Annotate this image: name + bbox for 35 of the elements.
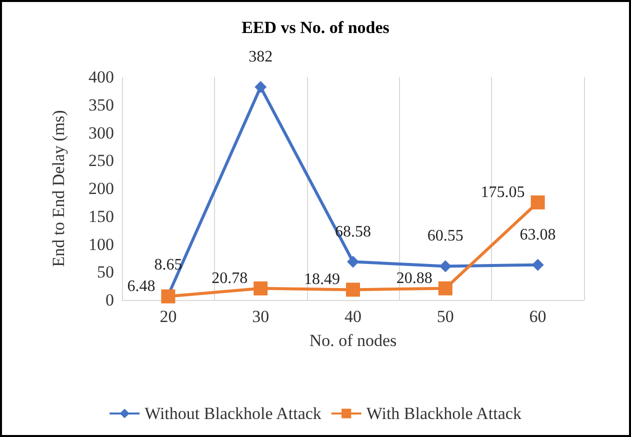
y-tick-label: 0 [106, 290, 114, 310]
point [438, 281, 452, 296]
point [254, 281, 268, 296]
x-tick-label: 30 [252, 307, 270, 326]
data-label: 63.08 [520, 226, 556, 244]
point [346, 282, 360, 297]
y-axis-title: End to End Delay (ms) [49, 110, 68, 267]
legend-label: Without Blackhole Attack [144, 404, 322, 423]
point [439, 260, 452, 272]
data-label: 382 [248, 48, 273, 66]
chart-title: EED vs No. of nodes [242, 18, 390, 37]
y-tick-label: 100 [88, 234, 114, 254]
y-tick-label: 300 [88, 123, 114, 142]
data-label: 18.49 [304, 271, 340, 288]
y-tick-label: 350 [88, 95, 114, 114]
y-tick-label: 250 [88, 151, 114, 170]
x-tick-label: 60 [529, 307, 546, 326]
y-tick-label: 200 [88, 179, 114, 198]
data-label: 60.55 [427, 228, 464, 245]
y-tick-label: 50 [97, 262, 114, 282]
data-label: 175.05 [480, 184, 525, 201]
x-tick-label: 50 [436, 307, 454, 326]
x-tick-label: 40 [344, 307, 362, 326]
y-tick-label: 400 [88, 68, 114, 86]
y-tick-label: 150 [88, 206, 114, 226]
legend-label: With Blackhole Attack [366, 404, 522, 423]
data-label: 20.88 [396, 270, 432, 287]
point [530, 195, 545, 210]
x-axis-title: No. of nodes [309, 331, 397, 350]
data-label: 20.78 [212, 270, 248, 287]
point [532, 258, 544, 271]
data-label: 6.48 [127, 278, 156, 295]
point [347, 256, 359, 268]
point [254, 81, 267, 94]
x-tick-label: 20 [160, 307, 177, 326]
